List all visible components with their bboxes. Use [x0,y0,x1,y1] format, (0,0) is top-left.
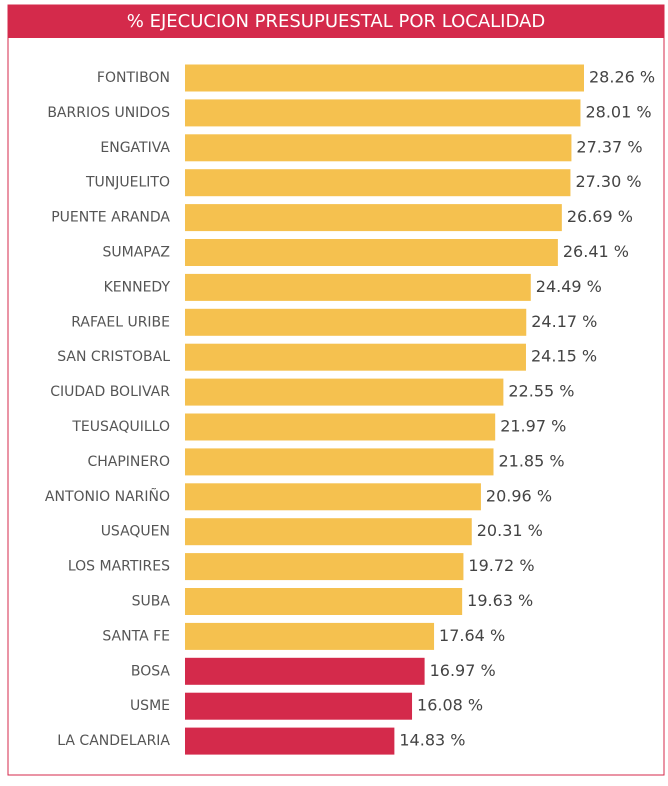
category-label: LA CANDELARIA [57,733,170,749]
category-label: TUNJUELITO [85,175,170,191]
value-label: 27.37 % [576,137,642,156]
value-label: 24.15 % [531,347,597,366]
bar [185,134,572,162]
bar [185,64,584,92]
bar [185,518,472,546]
bar [185,169,571,197]
bar [185,588,463,615]
value-label: 17.64 % [439,626,505,645]
category-label: USAQUEN [101,524,170,540]
value-label: 16.97 % [430,661,496,680]
value-label: 24.17 % [531,312,597,331]
value-label: 22.55 % [508,382,574,401]
bar [185,204,562,232]
bar [185,657,425,685]
value-label: 21.85 % [498,451,564,470]
category-label: CHAPINERO [87,454,170,470]
value-label: 14.83 % [399,731,465,750]
category-label: SUBA [132,594,171,610]
category-label: SANTA FE [102,628,170,644]
category-label: SAN CRISTOBAL [57,349,170,365]
value-label: 27.30 % [575,172,641,191]
category-label: RAFAEL URIBE [71,314,170,330]
value-label: 20.31 % [477,521,543,540]
bar [185,239,558,266]
category-label: CIUDAD BOLIVAR [50,384,170,400]
value-label: 21.97 % [500,417,566,436]
value-label: 26.41 % [563,242,629,261]
bar [185,692,413,720]
category-label: USME [130,698,170,714]
bar [185,483,481,511]
category-label: BARRIOS UNIDOS [47,105,170,121]
category-label: FONTIBON [97,70,170,86]
bar [185,622,435,650]
bar [185,378,504,406]
value-label: 20.96 % [486,486,552,505]
category-label: ANTONIO NARIÑO [45,488,170,505]
value-label: 24.49 % [536,277,602,296]
bar [185,727,395,755]
bar [185,273,531,301]
bar [185,448,494,476]
category-label: KENNEDY [104,279,171,295]
value-label: 16.08 % [417,696,483,715]
title-band [8,5,664,38]
value-label: 19.63 % [467,591,533,610]
category-label: PUENTE ARANDA [51,210,170,226]
category-label: SUMAPAZ [102,245,170,261]
value-label: 28.01 % [585,102,651,121]
bar [185,343,526,371]
bar [185,413,496,441]
bar [185,99,581,127]
chart-title: % EJECUCION PRESUPUESTAL POR LOCALIDAD [127,11,545,32]
value-label: 19.72 % [468,556,534,575]
value-label: 26.69 % [567,207,633,226]
value-label: 28.26 % [589,68,655,87]
category-label: ENGATIVA [100,140,170,156]
category-label: BOSA [131,663,171,679]
bar [185,553,464,581]
category-label: TEUSAQUILLO [71,419,170,435]
bar [185,308,527,336]
category-label: LOS MARTIRES [68,559,170,575]
